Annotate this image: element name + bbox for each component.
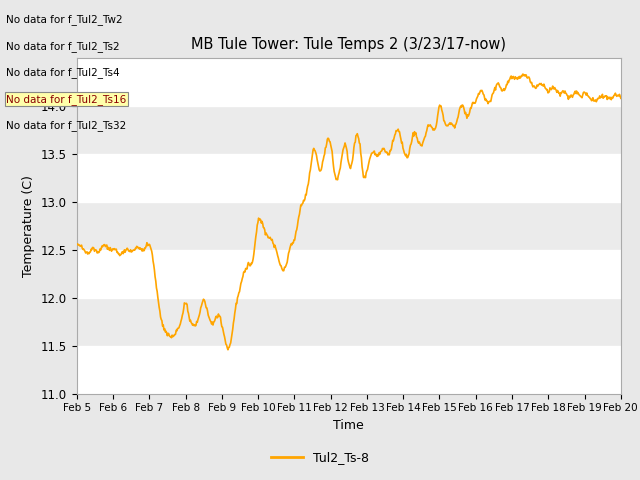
Bar (77, 106, 621, 154)
Legend: Tul2_Ts-8: Tul2_Ts-8 (266, 446, 374, 469)
Text: No data for f_Tul2_Ts2: No data for f_Tul2_Ts2 (6, 41, 120, 52)
Bar (77, 298, 621, 346)
Bar (77, 154, 621, 202)
X-axis label: Time: Time (333, 419, 364, 432)
Bar (77, 250, 621, 298)
Text: No data for f_Tul2_Tw2: No data for f_Tul2_Tw2 (6, 14, 123, 25)
Text: No data for f_Tul2_Ts32: No data for f_Tul2_Ts32 (6, 120, 127, 131)
Bar (77, 202, 621, 250)
Text: No data for f_Tul2_Ts4: No data for f_Tul2_Ts4 (6, 67, 120, 78)
Text: No data for f_Tul2_Ts16: No data for f_Tul2_Ts16 (6, 94, 127, 105)
Y-axis label: Temperature (C): Temperature (C) (22, 175, 35, 276)
Title: MB Tule Tower: Tule Temps 2 (3/23/17-now): MB Tule Tower: Tule Temps 2 (3/23/17-now… (191, 37, 506, 52)
Bar (77, 58, 621, 106)
Bar (77, 346, 621, 394)
